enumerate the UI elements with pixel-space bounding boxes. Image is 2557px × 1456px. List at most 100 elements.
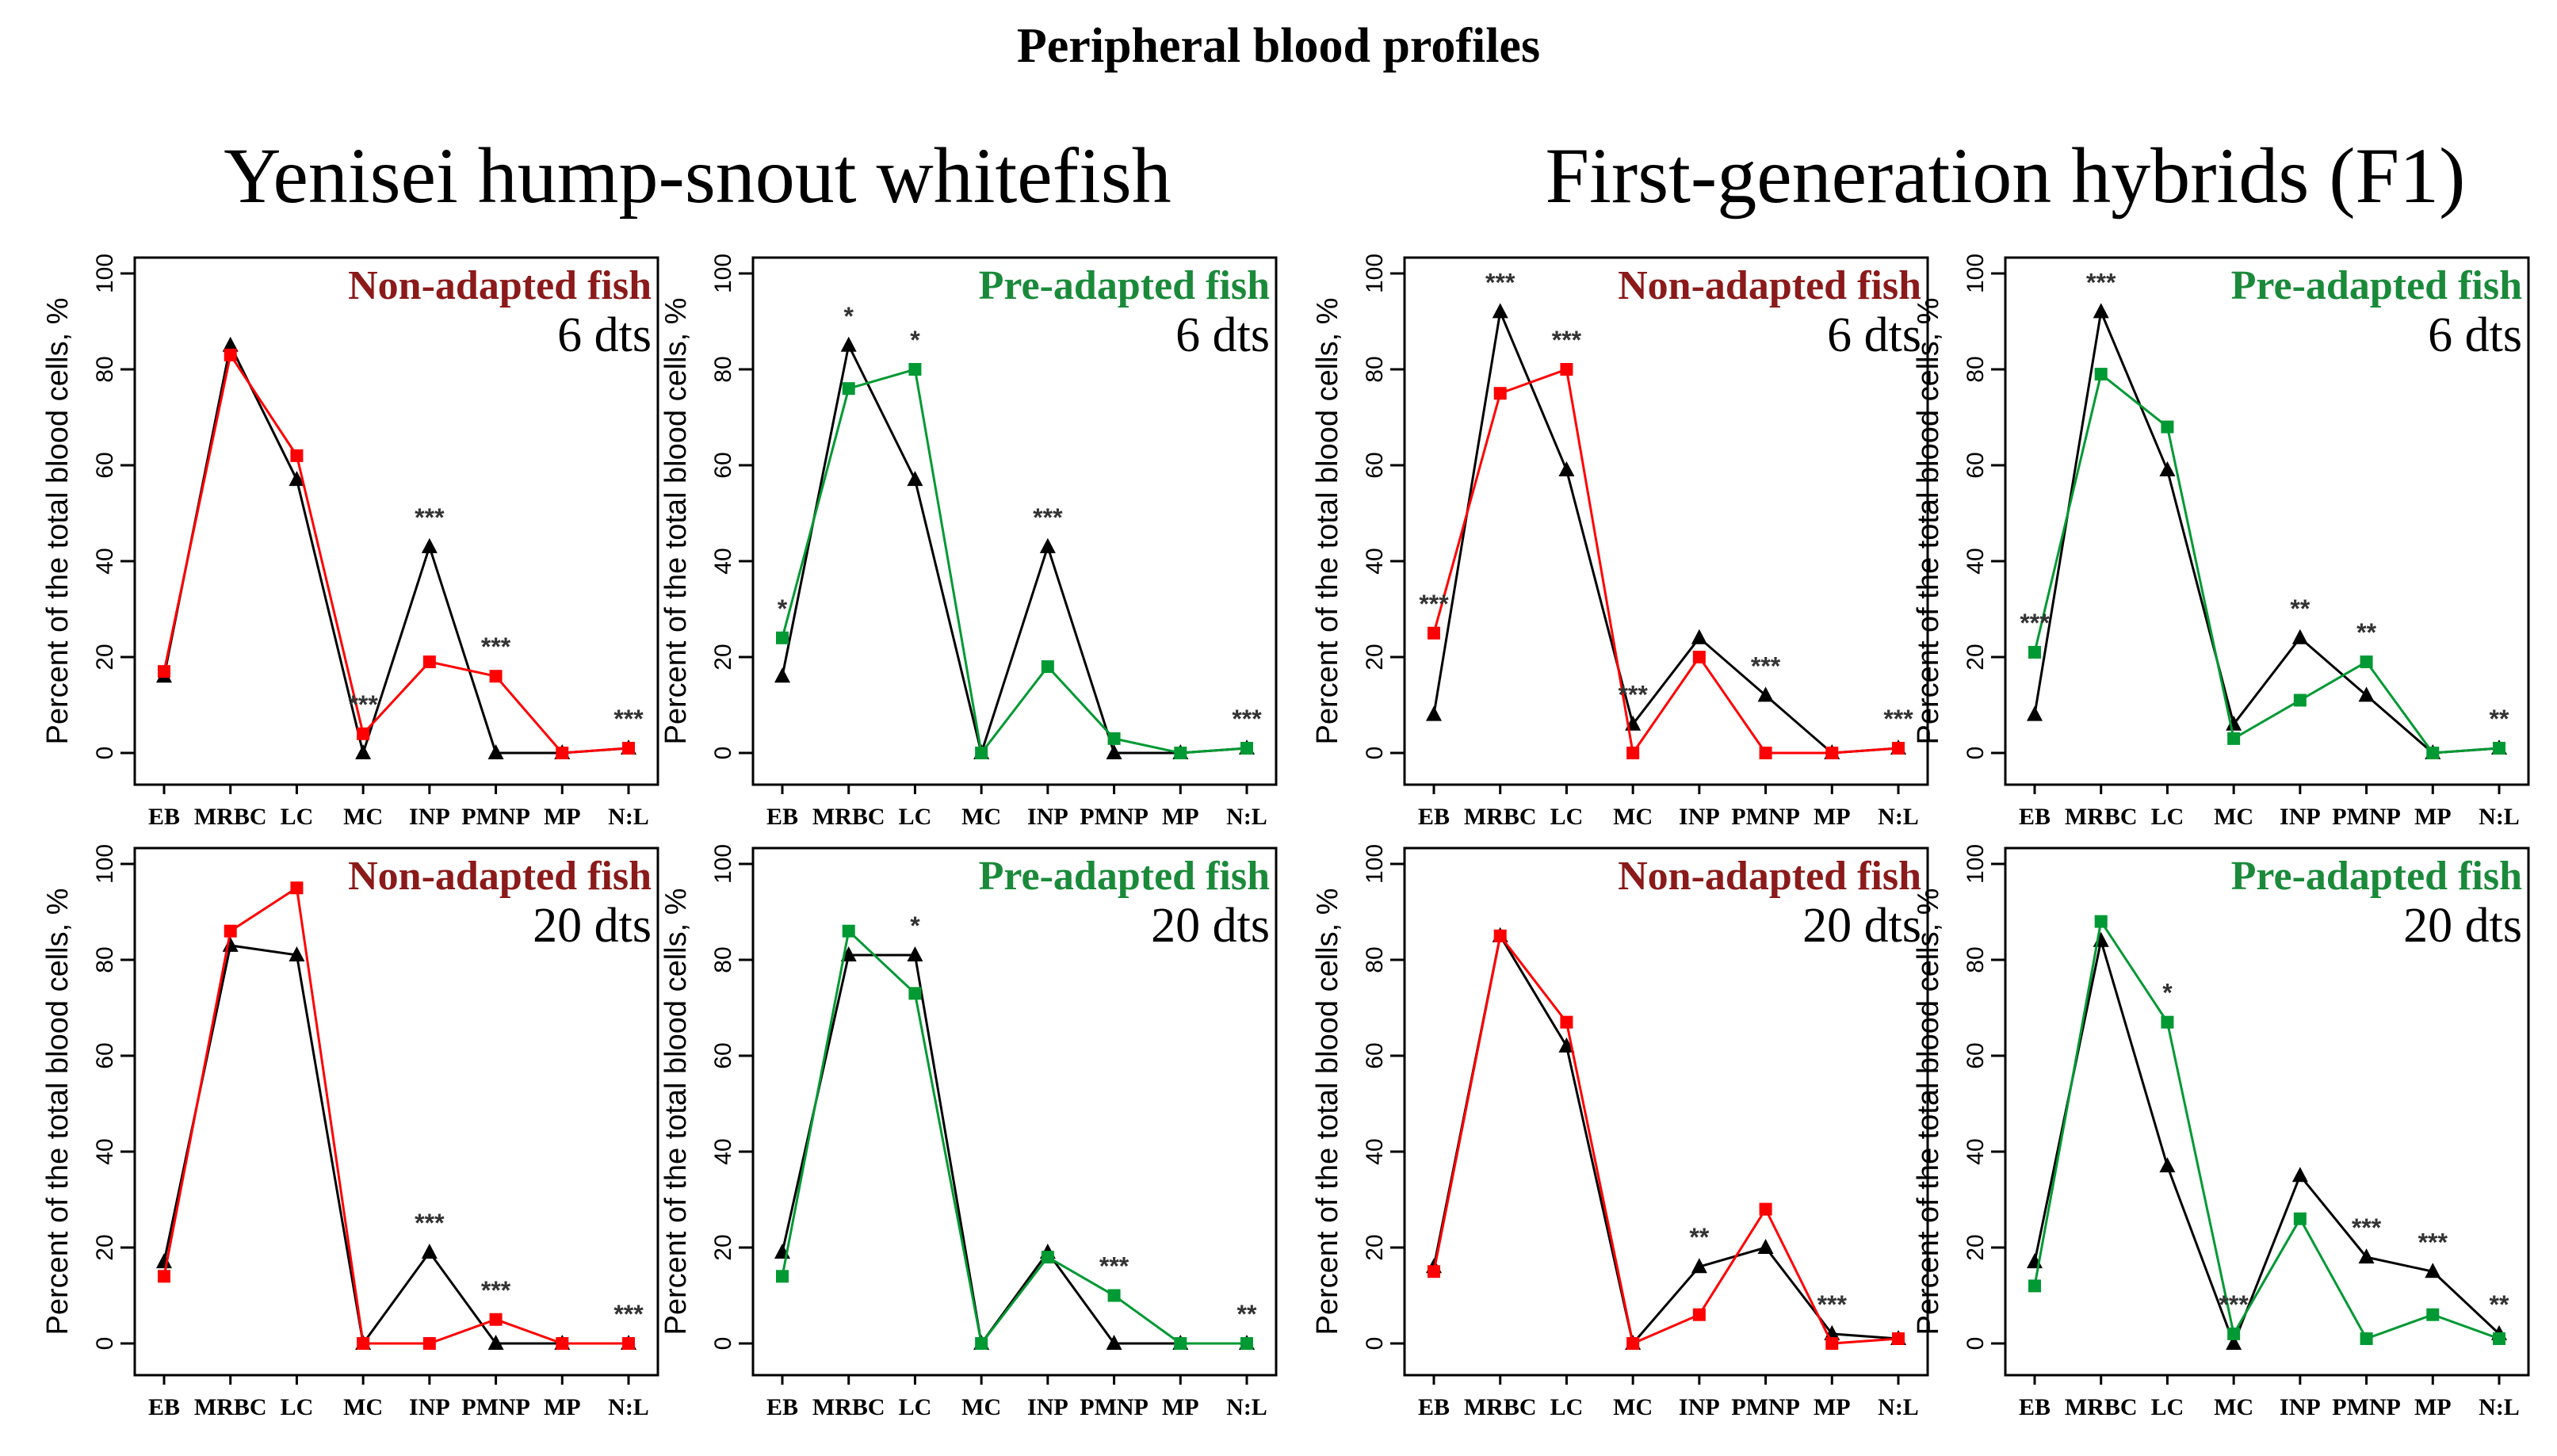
x-tick-label: N:L [2479,1394,2520,1420]
data-point-non-adapted [290,449,304,462]
panel-time-label: 20 dts [533,899,652,953]
series-line-control [162,944,629,1347]
series-line-pre-adapted [781,928,1247,1347]
y-axis-title: Percent of the total blood cells, % [1311,889,1344,1336]
y-tick-label: 100 [710,844,736,884]
x-tick-label: N:L [2479,804,2520,830]
data-point-control [222,336,239,352]
data-point-control [421,537,438,553]
y-tick-label: 20 [1362,644,1388,670]
x-tick-label: PMNP [2332,804,2401,830]
y-tick-label: 0 [92,1337,118,1351]
data-point-control [1691,1258,1707,1274]
x-tick-label: LC [2151,1394,2184,1420]
panel-condition-title: Pre-adapted fish [2231,263,2522,308]
data-point-control [840,336,857,352]
significance-marker: *** [1751,652,1781,680]
y-tick-label: 100 [1362,844,1388,884]
panel-time-label: 6 dts [1175,308,1270,362]
chart-panel-7: 0 20 40 60 80 100 Percent of the total blood c… [1311,844,1929,1420]
significance-marker: * [910,326,920,354]
significance-marker: *** [1817,1290,1848,1319]
data-point-non-adapted [1428,1265,1440,1278]
x-tick-label: N:L [1878,804,1919,830]
data-point-pre-adapted [1041,660,1054,674]
x-tick-label: INP [1027,1394,1068,1420]
data-point-non-adapted [1759,747,1772,759]
y-tick-label: 20 [710,1234,736,1260]
x-tick-label: MP [1162,804,1199,830]
x-tick-label: MP [544,1394,581,1420]
y-axis-title: Percent of the total blood cells, % [1311,298,1344,745]
data-point-control [2093,931,2109,947]
x-tick-label: MC [961,1394,1001,1420]
x-tick-label: MRBC [1464,1394,1537,1420]
x-tick-label: MC [2214,1394,2253,1420]
data-point-pre-adapted [908,987,922,1000]
x-tick-label: PMNP [1731,804,1800,830]
significance-marker: *** [481,632,511,661]
x-tick-label: LC [899,804,932,830]
y-tick-label: 0 [710,1337,736,1351]
data-point-pre-adapted [1174,747,1187,759]
y-tick-label: 60 [710,1042,736,1068]
x-tick-label: MC [343,804,383,830]
significance-marker: *** [1033,503,1063,532]
series-line-pre-adapted [2033,372,2500,755]
series-line-pre-adapted [2033,918,2500,1340]
data-point-pre-adapted [2028,645,2041,659]
data-point-control [907,471,923,487]
data-point-pre-adapted [776,631,789,644]
data-point-pre-adapted [776,1270,789,1283]
data-point-control [487,744,504,759]
data-point-non-adapted [224,924,237,938]
y-tick-label: 80 [1963,946,1989,973]
x-tick-label: PMNP [1080,804,1149,830]
x-tick-label: MP [1814,1394,1851,1420]
significance-marker: *** [1485,268,1515,296]
data-point-pre-adapted [908,363,922,376]
data-point-non-adapted [1493,387,1507,400]
y-tick-label: 0 [1963,747,1989,760]
x-tick-label: MC [2214,804,2253,830]
data-point-control [1106,744,1122,759]
data-point-control [1426,705,1442,721]
y-tick-label: 60 [710,452,736,478]
y-tick-label: 40 [710,548,736,574]
data-point-pre-adapted [2293,1212,2307,1225]
x-tick-label: EB [766,1394,798,1420]
x-tick-label: INP [1679,804,1720,830]
y-tick-label: 0 [1963,1337,1989,1351]
data-point-pre-adapted [1174,1337,1187,1350]
series-line-non-adapted [162,885,629,1345]
data-point-non-adapted [357,727,370,740]
data-point-control [487,1335,504,1350]
x-tick-label: MRBC [194,804,267,830]
data-point-non-adapted [1692,651,1706,663]
y-tick-label: 0 [1362,747,1388,760]
significance-marker: *** [1099,1252,1129,1281]
data-point-non-adapted [1759,1202,1772,1216]
data-point-non-adapted [1428,626,1440,640]
significance-marker: *** [481,1276,511,1305]
x-tick-label: PMNP [2332,1394,2401,1420]
x-tick-label: LC [281,1394,314,1420]
data-point-control [2159,1157,2176,1173]
series-line-non-adapted [1432,933,1899,1346]
y-axis-title: Percent of the total blood cells, % [659,889,693,1336]
data-point-pre-adapted [1240,1337,1253,1350]
data-point-pre-adapted [2227,1327,2241,1340]
x-tick-label: N:L [1226,1394,1267,1420]
data-point-pre-adapted [2028,1279,2041,1293]
data-point-control [1691,629,1707,644]
y-tick-label: 40 [92,1138,118,1164]
data-point-control [156,1253,172,1269]
y-tick-label: 60 [1362,452,1388,478]
data-point-pre-adapted [1107,1289,1121,1302]
y-tick-label: 20 [1963,1234,1989,1260]
panel-condition-title: Pre-adapted fish [2231,854,2522,899]
data-point-control [2425,1263,2441,1278]
data-point-non-adapted [1892,741,1905,755]
significance-marker: ** [2490,705,2509,733]
y-tick-label: 100 [92,254,118,293]
